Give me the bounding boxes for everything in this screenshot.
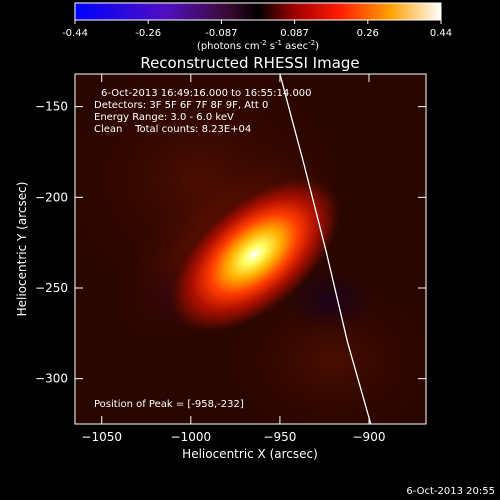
annotation-energy: Energy Range: 3.0 - 6.0 keV	[94, 112, 234, 123]
y-tick-label: −200	[35, 190, 68, 204]
footer-timestamp: 6-Oct-2013 20:55	[406, 486, 495, 497]
y-tick-label: −300	[35, 372, 68, 386]
x-axis-ticks: −1050 −1000 −950 −900	[81, 74, 385, 444]
x-axis-label: Heliocentric X (arcsec)	[182, 447, 318, 461]
colorbar-tick-label: -0.087	[205, 28, 237, 39]
chart-title: Reconstructed RHESSI Image	[140, 54, 359, 72]
colorbar	[74, 2, 442, 21]
colorbar-tick-label: 0.44	[430, 28, 452, 39]
heatmap-image	[75, 74, 426, 424]
y-tick-label: −250	[35, 281, 68, 295]
y-axis-ticks: −150 −200 −250 −300	[35, 100, 426, 386]
y-axis-label: Heliocentric Y (arcsec)	[15, 182, 29, 317]
source-core	[167, 175, 342, 334]
colorbar-tick-label: -0.26	[135, 28, 161, 39]
colorbar-unit: (photons cm-2 s-1 asec-2)	[197, 39, 319, 52]
x-tick-label: −900	[353, 430, 386, 444]
colorbar-tick-label: 0.26	[357, 28, 379, 39]
annotation-time-range: 6-Oct-2013 16:49:16.000 to 16:55:14.000	[101, 88, 312, 99]
negative-region-right	[285, 270, 375, 330]
colorbar-tick-label: -0.44	[62, 28, 88, 39]
x-tick-label: −1000	[171, 430, 212, 444]
plot-frame	[74, 73, 427, 425]
colorbar-tick-label: 0.087	[280, 28, 309, 39]
annotation-clean: Clean Total counts: 8.23E+04	[94, 124, 251, 135]
x-tick-label: −950	[263, 430, 296, 444]
hxr-source	[109, 135, 347, 348]
annotation-peak: Position of Peak = [-958,-232]	[94, 399, 244, 410]
y-tick-label: −150	[35, 100, 68, 114]
annotation-detectors: Detectors: 3F 5F 6F 7F 8F 9F, Att 0	[94, 100, 268, 111]
solar-limb-curve	[279, 74, 372, 424]
colorbar-ticks: -0.44 -0.26 -0.087 0.087 0.26 0.44	[62, 20, 452, 39]
x-tick-label: −1050	[81, 430, 122, 444]
